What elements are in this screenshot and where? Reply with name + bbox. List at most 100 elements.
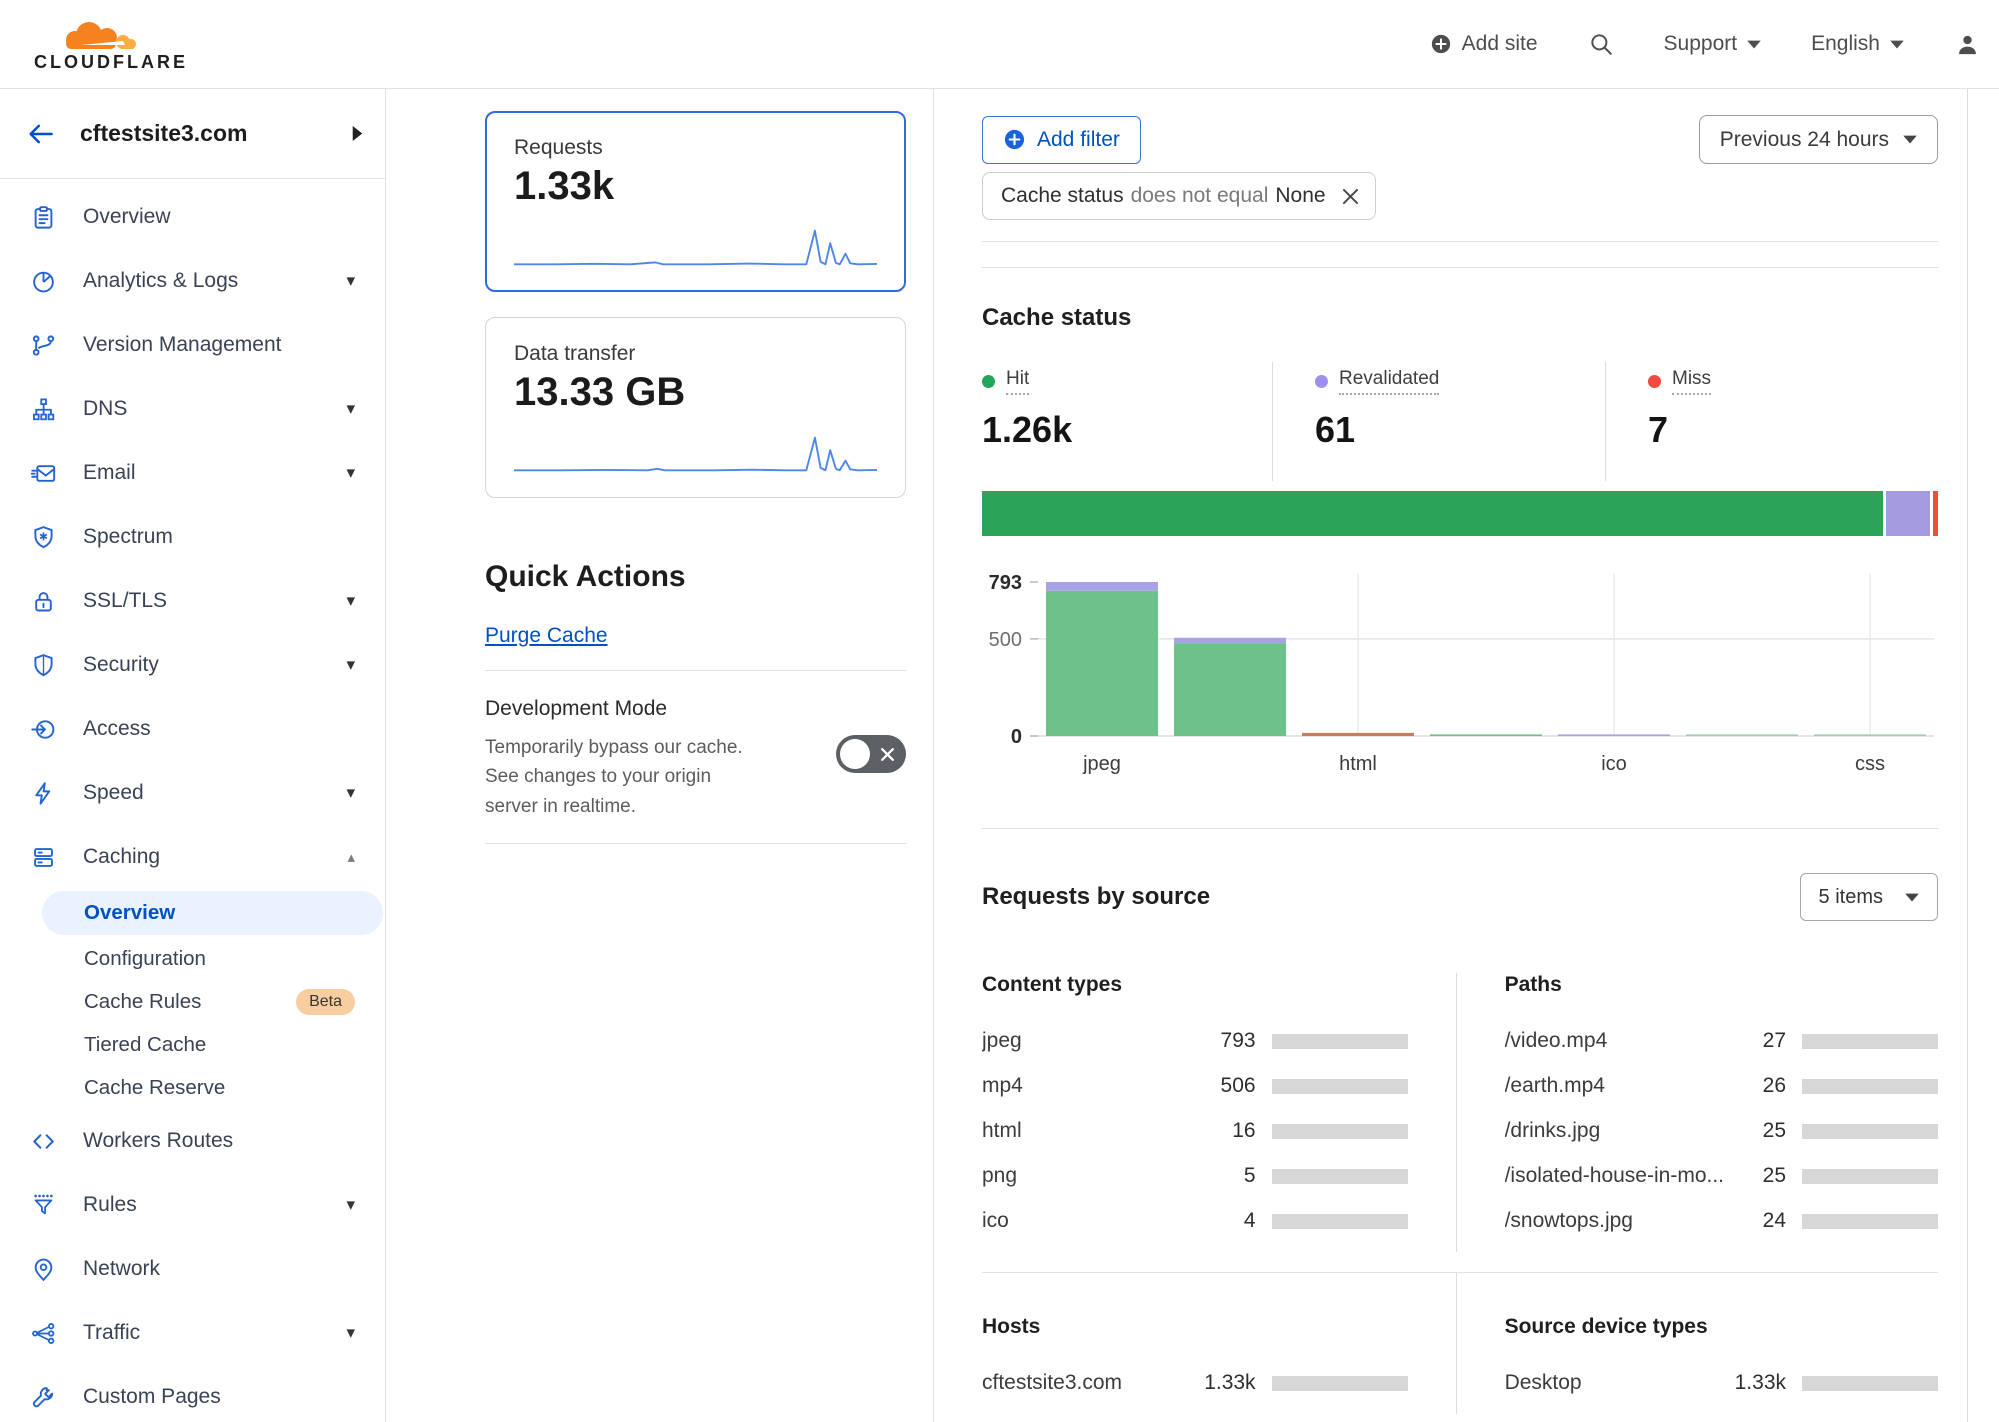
chevron-down-icon: ▾: [346, 399, 355, 418]
analytics-main: Add filter Previous 24 hours Cache statu…: [934, 89, 1999, 1422]
sidebar-item-label: Rules: [83, 1193, 137, 1216]
scrollbar[interactable]: [1967, 89, 1999, 1422]
back-button[interactable]: [26, 120, 54, 148]
header-actions: Add site Support English: [1430, 31, 1981, 58]
development-mode-title: Development Mode: [485, 697, 668, 720]
stat-value: 61: [1315, 409, 1356, 450]
requests-card[interactable]: Requests 1.33k: [485, 111, 906, 292]
table-row: /snowtops.jpg 24: [1505, 1207, 1938, 1235]
search-button[interactable]: [1588, 31, 1614, 57]
sidebar-item-spectrum[interactable]: Spectrum: [0, 505, 385, 569]
stat-label[interactable]: Miss: [1672, 368, 1712, 395]
filter-chip-close-button[interactable]: [1340, 186, 1361, 207]
close-icon: [1342, 188, 1358, 204]
table-row: /earth.mp4 26: [1505, 1072, 1938, 1100]
device-types-title: Source device types: [1504, 1315, 1708, 1338]
divider: [485, 670, 906, 671]
sidebar-item-security[interactable]: Security ▾: [0, 633, 385, 697]
network-icon: [30, 1256, 57, 1283]
site-switcher-button[interactable]: [352, 126, 363, 141]
row-value: 5: [1243, 1164, 1256, 1187]
table-row: jpeg 793: [982, 1027, 1408, 1055]
stacked-segment-revalidated: [1886, 491, 1930, 536]
sidebar-item-network[interactable]: Network: [0, 1237, 385, 1301]
sidebar-item-tiered-cache[interactable]: Tiered Cache: [0, 1023, 385, 1066]
row-value: 506: [1220, 1074, 1256, 1097]
development-mode-toggle[interactable]: [836, 735, 906, 773]
row-value: 1.33k: [1204, 1371, 1256, 1394]
cache-status-stat: Hit 1.26k: [982, 362, 1272, 481]
row-bar-track: [1271, 1123, 1408, 1139]
row-bar-track: [1802, 1375, 1938, 1391]
legend-dot: [982, 375, 995, 388]
cache-status-stacked-bar: [982, 491, 1938, 536]
chevron-down-icon: ▾: [346, 463, 355, 482]
sidebar-item-version-management[interactable]: Version Management: [0, 313, 385, 377]
sidebar-item-access[interactable]: Access: [0, 697, 385, 761]
sidebar-item-email[interactable]: Email ▾: [0, 441, 385, 505]
sidebar-item-traffic[interactable]: Traffic ▾: [0, 1301, 385, 1365]
divider: [485, 843, 906, 845]
row-label: png: [982, 1164, 1018, 1187]
plus-circle-icon: [1004, 129, 1025, 150]
add-site-button[interactable]: Add site: [1430, 32, 1538, 56]
chevron-down-icon: ▾: [346, 1323, 355, 1342]
legend-dot: [1648, 375, 1661, 388]
data-transfer-label: Data transfer: [514, 342, 636, 365]
site-name: cftestsite3.com: [80, 120, 248, 146]
svg-text:jpeg: jpeg: [1082, 753, 1121, 775]
svg-text:css: css: [1855, 753, 1885, 775]
sidebar-item-workers-routes[interactable]: Workers Routes: [0, 1109, 385, 1173]
sidebar-item-label: Workers Routes: [83, 1129, 234, 1152]
table-row: mp4 506: [982, 1072, 1408, 1100]
sidebar-item-cache-reserve[interactable]: Cache Reserve: [0, 1066, 385, 1109]
requests-value: 1.33k: [514, 164, 615, 208]
rules-icon: [30, 1192, 57, 1219]
sidebar-item-cache-rules[interactable]: Cache Rules Beta: [0, 980, 385, 1023]
sidebar-item-speed[interactable]: Speed ▾: [0, 761, 385, 825]
user-menu[interactable]: [1954, 31, 1981, 58]
cloudflare-logo[interactable]: CLOUDFLARE: [26, 15, 196, 73]
sidebar-item-dns[interactable]: DNS ▾: [0, 377, 385, 441]
spectrum-icon: [30, 524, 57, 551]
cache-status-column-chart: 0 500 793 jpeg html ico css: [989, 572, 1934, 775]
sidebar-item-overview[interactable]: Overview: [0, 185, 385, 249]
row-bar-track: [1271, 1033, 1408, 1049]
sidebar-item-caching[interactable]: Caching ▴: [0, 825, 385, 889]
table-row: html 16: [982, 1117, 1408, 1145]
row-bar-track: [1802, 1078, 1938, 1094]
analytics-icon: [30, 268, 57, 295]
chevron-down-icon: ▾: [346, 783, 355, 802]
purge-cache-link[interactable]: Purge Cache: [485, 624, 608, 647]
paths-title: Paths: [1504, 973, 1562, 996]
sidebar-item-overview[interactable]: Overview: [42, 891, 383, 935]
sidebar-item-configuration[interactable]: Configuration: [0, 937, 385, 980]
panel-gap: [982, 242, 1938, 268]
stat-label[interactable]: Hit: [1006, 368, 1030, 395]
table-row: cftestsite3.com 1.33k: [982, 1369, 1408, 1397]
sidebar-item-ssl-tls[interactable]: SSL/TLS ▾: [0, 569, 385, 633]
chevron-down-icon: ▾: [346, 655, 355, 674]
sidebar-item-custom-pages[interactable]: Custom Pages: [0, 1365, 385, 1422]
row-label: /drinks.jpg: [1504, 1119, 1601, 1142]
svg-text:500: 500: [989, 629, 1022, 651]
row-bar-track: [1271, 1168, 1408, 1184]
sidebar-item-analytics-logs[interactable]: Analytics & Logs ▾: [0, 249, 385, 313]
table-row: png 5: [982, 1162, 1408, 1190]
filter-chip[interactable]: Cache status does not equal None: [982, 172, 1376, 220]
sidebar-item-label: Analytics & Logs: [83, 269, 239, 292]
items-count-select[interactable]: 5 items: [1799, 873, 1938, 921]
stat-label[interactable]: Revalidated: [1339, 368, 1440, 395]
row-value: 793: [1220, 1029, 1256, 1052]
svg-text:html: html: [1339, 753, 1377, 775]
language-menu[interactable]: English: [1811, 32, 1904, 56]
time-range-select[interactable]: Previous 24 hours: [1698, 115, 1938, 164]
add-filter-button[interactable]: Add filter: [982, 115, 1141, 164]
support-menu[interactable]: Support: [1664, 32, 1762, 56]
filter-chip-value: None: [1275, 184, 1326, 207]
row-bar-track: [1271, 1213, 1408, 1229]
sidebar-item-rules[interactable]: Rules ▾: [0, 1173, 385, 1237]
access-icon: [30, 716, 57, 743]
data-transfer-card[interactable]: Data transfer 13.33 GB: [485, 317, 906, 498]
legend-dot: [1315, 375, 1328, 388]
